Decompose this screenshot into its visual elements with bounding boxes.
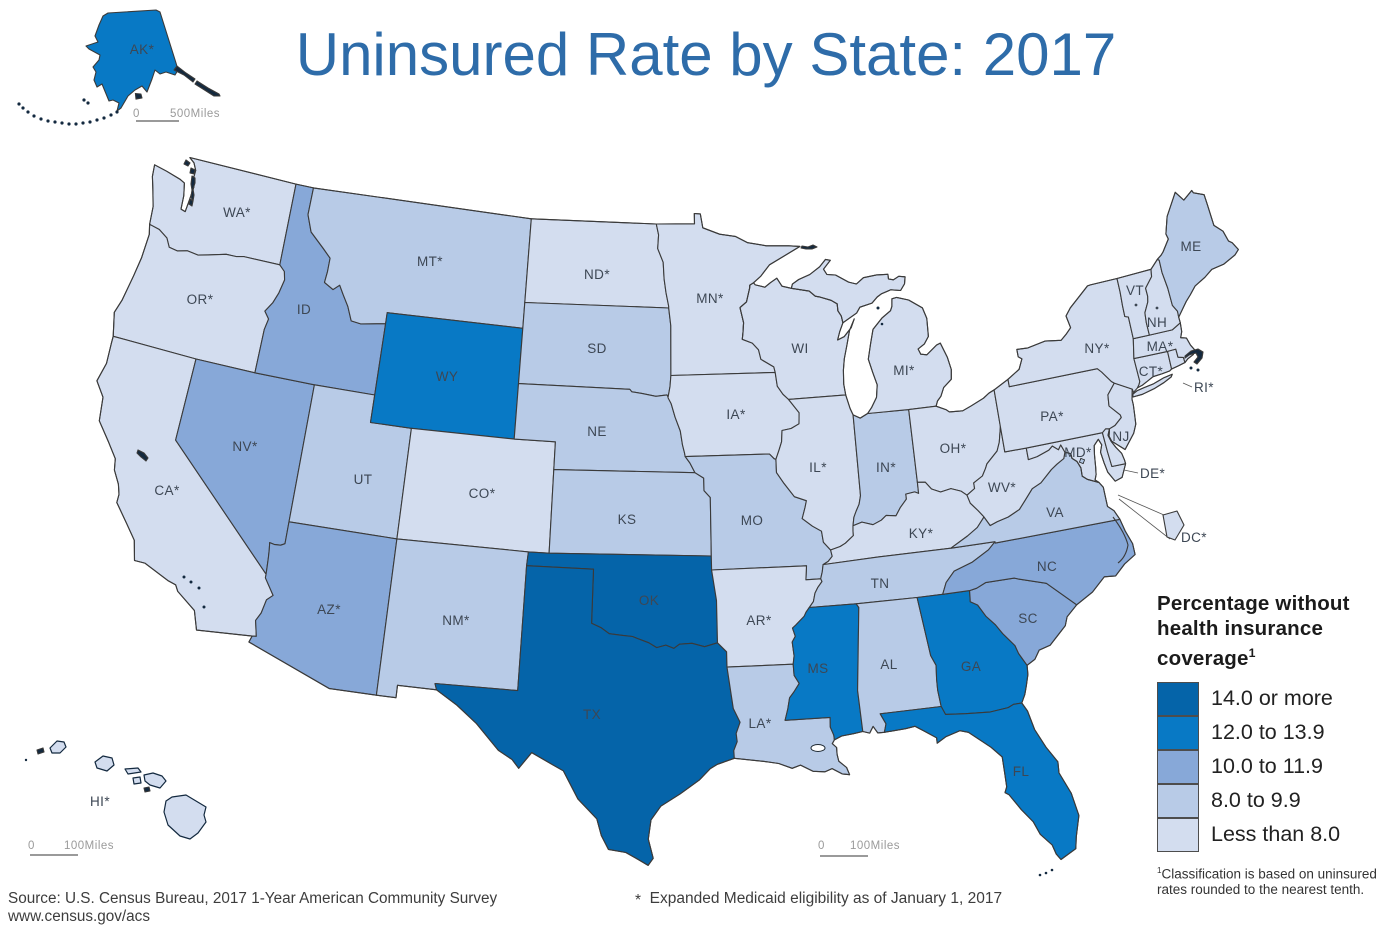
- svg-text:RI*: RI*: [1194, 380, 1214, 395]
- svg-text:SD: SD: [587, 341, 607, 356]
- svg-text:CO*: CO*: [469, 486, 496, 501]
- svg-text:VA: VA: [1046, 505, 1064, 520]
- svg-text:OK: OK: [639, 593, 659, 608]
- svg-text:MA*: MA*: [1147, 339, 1174, 354]
- svg-text:NC: NC: [1037, 559, 1057, 574]
- svg-text:IL*: IL*: [809, 460, 827, 475]
- svg-text:ND*: ND*: [584, 267, 610, 282]
- svg-text:NJ: NJ: [1112, 429, 1129, 444]
- svg-text:WI: WI: [791, 341, 808, 356]
- svg-text:AZ*: AZ*: [317, 602, 341, 617]
- svg-text:NV*: NV*: [232, 439, 258, 454]
- svg-text:ID: ID: [297, 302, 311, 317]
- svg-text:IA*: IA*: [726, 407, 746, 422]
- svg-text:IN*: IN*: [876, 460, 896, 475]
- svg-text:CT*: CT*: [1139, 364, 1164, 379]
- svg-text:DC*: DC*: [1181, 530, 1207, 545]
- svg-text:ME: ME: [1180, 239, 1201, 254]
- svg-text:HI*: HI*: [90, 794, 110, 809]
- svg-text:FL: FL: [1013, 764, 1030, 779]
- svg-text:WY: WY: [436, 369, 459, 384]
- svg-text:PA*: PA*: [1040, 409, 1064, 424]
- svg-text:LA*: LA*: [749, 716, 772, 731]
- svg-text:KS: KS: [618, 512, 637, 527]
- svg-text:VT: VT: [1126, 283, 1144, 298]
- svg-text:OH*: OH*: [940, 441, 967, 456]
- svg-text:WA*: WA*: [223, 205, 251, 220]
- svg-text:NE: NE: [587, 424, 607, 439]
- svg-text:OR*: OR*: [187, 292, 214, 307]
- svg-text:CA*: CA*: [154, 483, 180, 498]
- svg-text:TX: TX: [583, 707, 601, 722]
- svg-text:NY*: NY*: [1084, 341, 1110, 356]
- svg-text:WV*: WV*: [988, 480, 1017, 495]
- svg-text:MT*: MT*: [417, 254, 443, 269]
- svg-text:NH: NH: [1147, 315, 1167, 330]
- svg-text:100Miles: 100Miles: [850, 840, 900, 852]
- svg-text:UT: UT: [354, 472, 373, 487]
- svg-text:0: 0: [818, 840, 825, 852]
- svg-text:AR*: AR*: [746, 613, 772, 628]
- svg-text:TN: TN: [871, 576, 890, 591]
- svg-text:0: 0: [28, 840, 35, 852]
- svg-text:NM*: NM*: [442, 613, 470, 628]
- svg-text:AL: AL: [880, 657, 897, 672]
- svg-text:SC: SC: [1018, 611, 1038, 626]
- svg-text:KY*: KY*: [909, 526, 934, 541]
- svg-text:AK*: AK*: [130, 42, 155, 57]
- svg-text:0: 0: [133, 108, 140, 120]
- svg-text:MI*: MI*: [893, 363, 915, 378]
- svg-text:500Miles: 500Miles: [170, 108, 220, 120]
- svg-text:DE*: DE*: [1140, 466, 1166, 481]
- svg-text:MN*: MN*: [696, 291, 724, 306]
- svg-text:MS: MS: [807, 661, 828, 676]
- svg-text:MD*: MD*: [1064, 445, 1092, 460]
- svg-text:100Miles: 100Miles: [64, 840, 114, 852]
- svg-text:GA: GA: [961, 659, 981, 674]
- svg-text:MO: MO: [741, 513, 764, 528]
